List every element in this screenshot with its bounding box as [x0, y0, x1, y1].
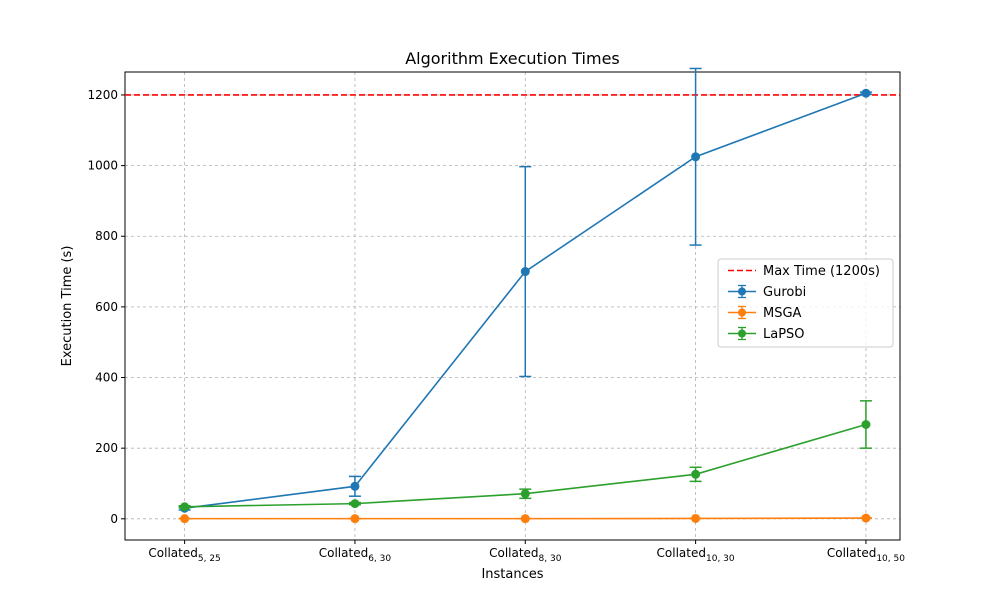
- y-tick-label: 400: [95, 371, 118, 385]
- y-tick-label: 1200: [87, 88, 118, 102]
- x-tick-label: Collated6, 30: [319, 546, 392, 564]
- legend-label-gurobi: Gurobi: [763, 285, 806, 300]
- x-tick-label-subscript: 6, 30: [368, 554, 391, 564]
- gurobi-point: [861, 88, 871, 98]
- lapso-point: [691, 469, 701, 479]
- legend-marker-lapso: [738, 329, 746, 338]
- y-tick-label: 0: [110, 512, 118, 526]
- y-axis-ticks: 0 200 400 600 800 1000 1200: [87, 88, 125, 526]
- x-tick-label-base: Collated: [319, 546, 368, 560]
- y-tick-label: 800: [95, 229, 118, 243]
- chart-title: Algorithm Execution Times: [405, 49, 620, 68]
- legend: Max Time (1200s) Gurobi MSGA LaPSO: [717, 258, 894, 348]
- lapso-point: [861, 420, 871, 430]
- legend-label-max-time: Max Time (1200s): [763, 264, 880, 279]
- msga-point: [180, 514, 190, 524]
- y-axis-label: Execution Time (s): [60, 246, 75, 367]
- legend-label-lapso: LaPSO: [763, 327, 805, 342]
- x-axis-ticks: Collated5, 25 Collated6, 30 Collated8, 30 C…: [148, 540, 905, 564]
- legend-label-msga: MSGA: [763, 306, 802, 321]
- series-msga: [178, 513, 872, 524]
- x-tick-label: Collated8, 30: [489, 546, 562, 564]
- legend-marker-gurobi: [738, 287, 746, 296]
- x-tick-label-subscript: 10, 50: [876, 554, 905, 564]
- x-tick-label-base: Collated: [148, 546, 197, 560]
- x-axis-label: Instances: [481, 567, 543, 582]
- y-tick-label: 600: [95, 300, 118, 314]
- x-tick-label: Collated10, 50: [827, 546, 905, 564]
- legend-marker-msga: [738, 308, 746, 317]
- x-tick-label-base: Collated: [657, 546, 706, 560]
- msga-point: [861, 513, 871, 523]
- msga-point: [691, 513, 701, 523]
- x-tick-label-base: Collated: [827, 546, 876, 560]
- lapso-point: [180, 502, 190, 512]
- y-tick-label: 200: [95, 441, 118, 455]
- lapso-point: [350, 499, 360, 509]
- series-layer: [178, 67, 872, 524]
- legend-box: [717, 258, 894, 348]
- gurobi-point: [520, 267, 530, 277]
- gurobi-point: [691, 152, 701, 162]
- series-lapso: [178, 400, 872, 512]
- x-tick-label-base: Collated: [489, 546, 538, 560]
- gurobi-point: [350, 481, 360, 491]
- plot-frame: [124, 71, 901, 541]
- lapso-point: [520, 489, 530, 499]
- msga-point: [350, 514, 360, 524]
- x-tick-label: Collated10, 30: [657, 546, 735, 564]
- x-tick-label-subscript: 5, 25: [198, 554, 221, 564]
- x-tick-label-subscript: 10, 30: [706, 554, 735, 564]
- x-tick-label: Collated5, 25: [148, 546, 220, 564]
- msga-point: [520, 514, 530, 524]
- x-tick-label-subscript: 8, 30: [539, 554, 562, 564]
- y-tick-label: 1000: [87, 159, 118, 173]
